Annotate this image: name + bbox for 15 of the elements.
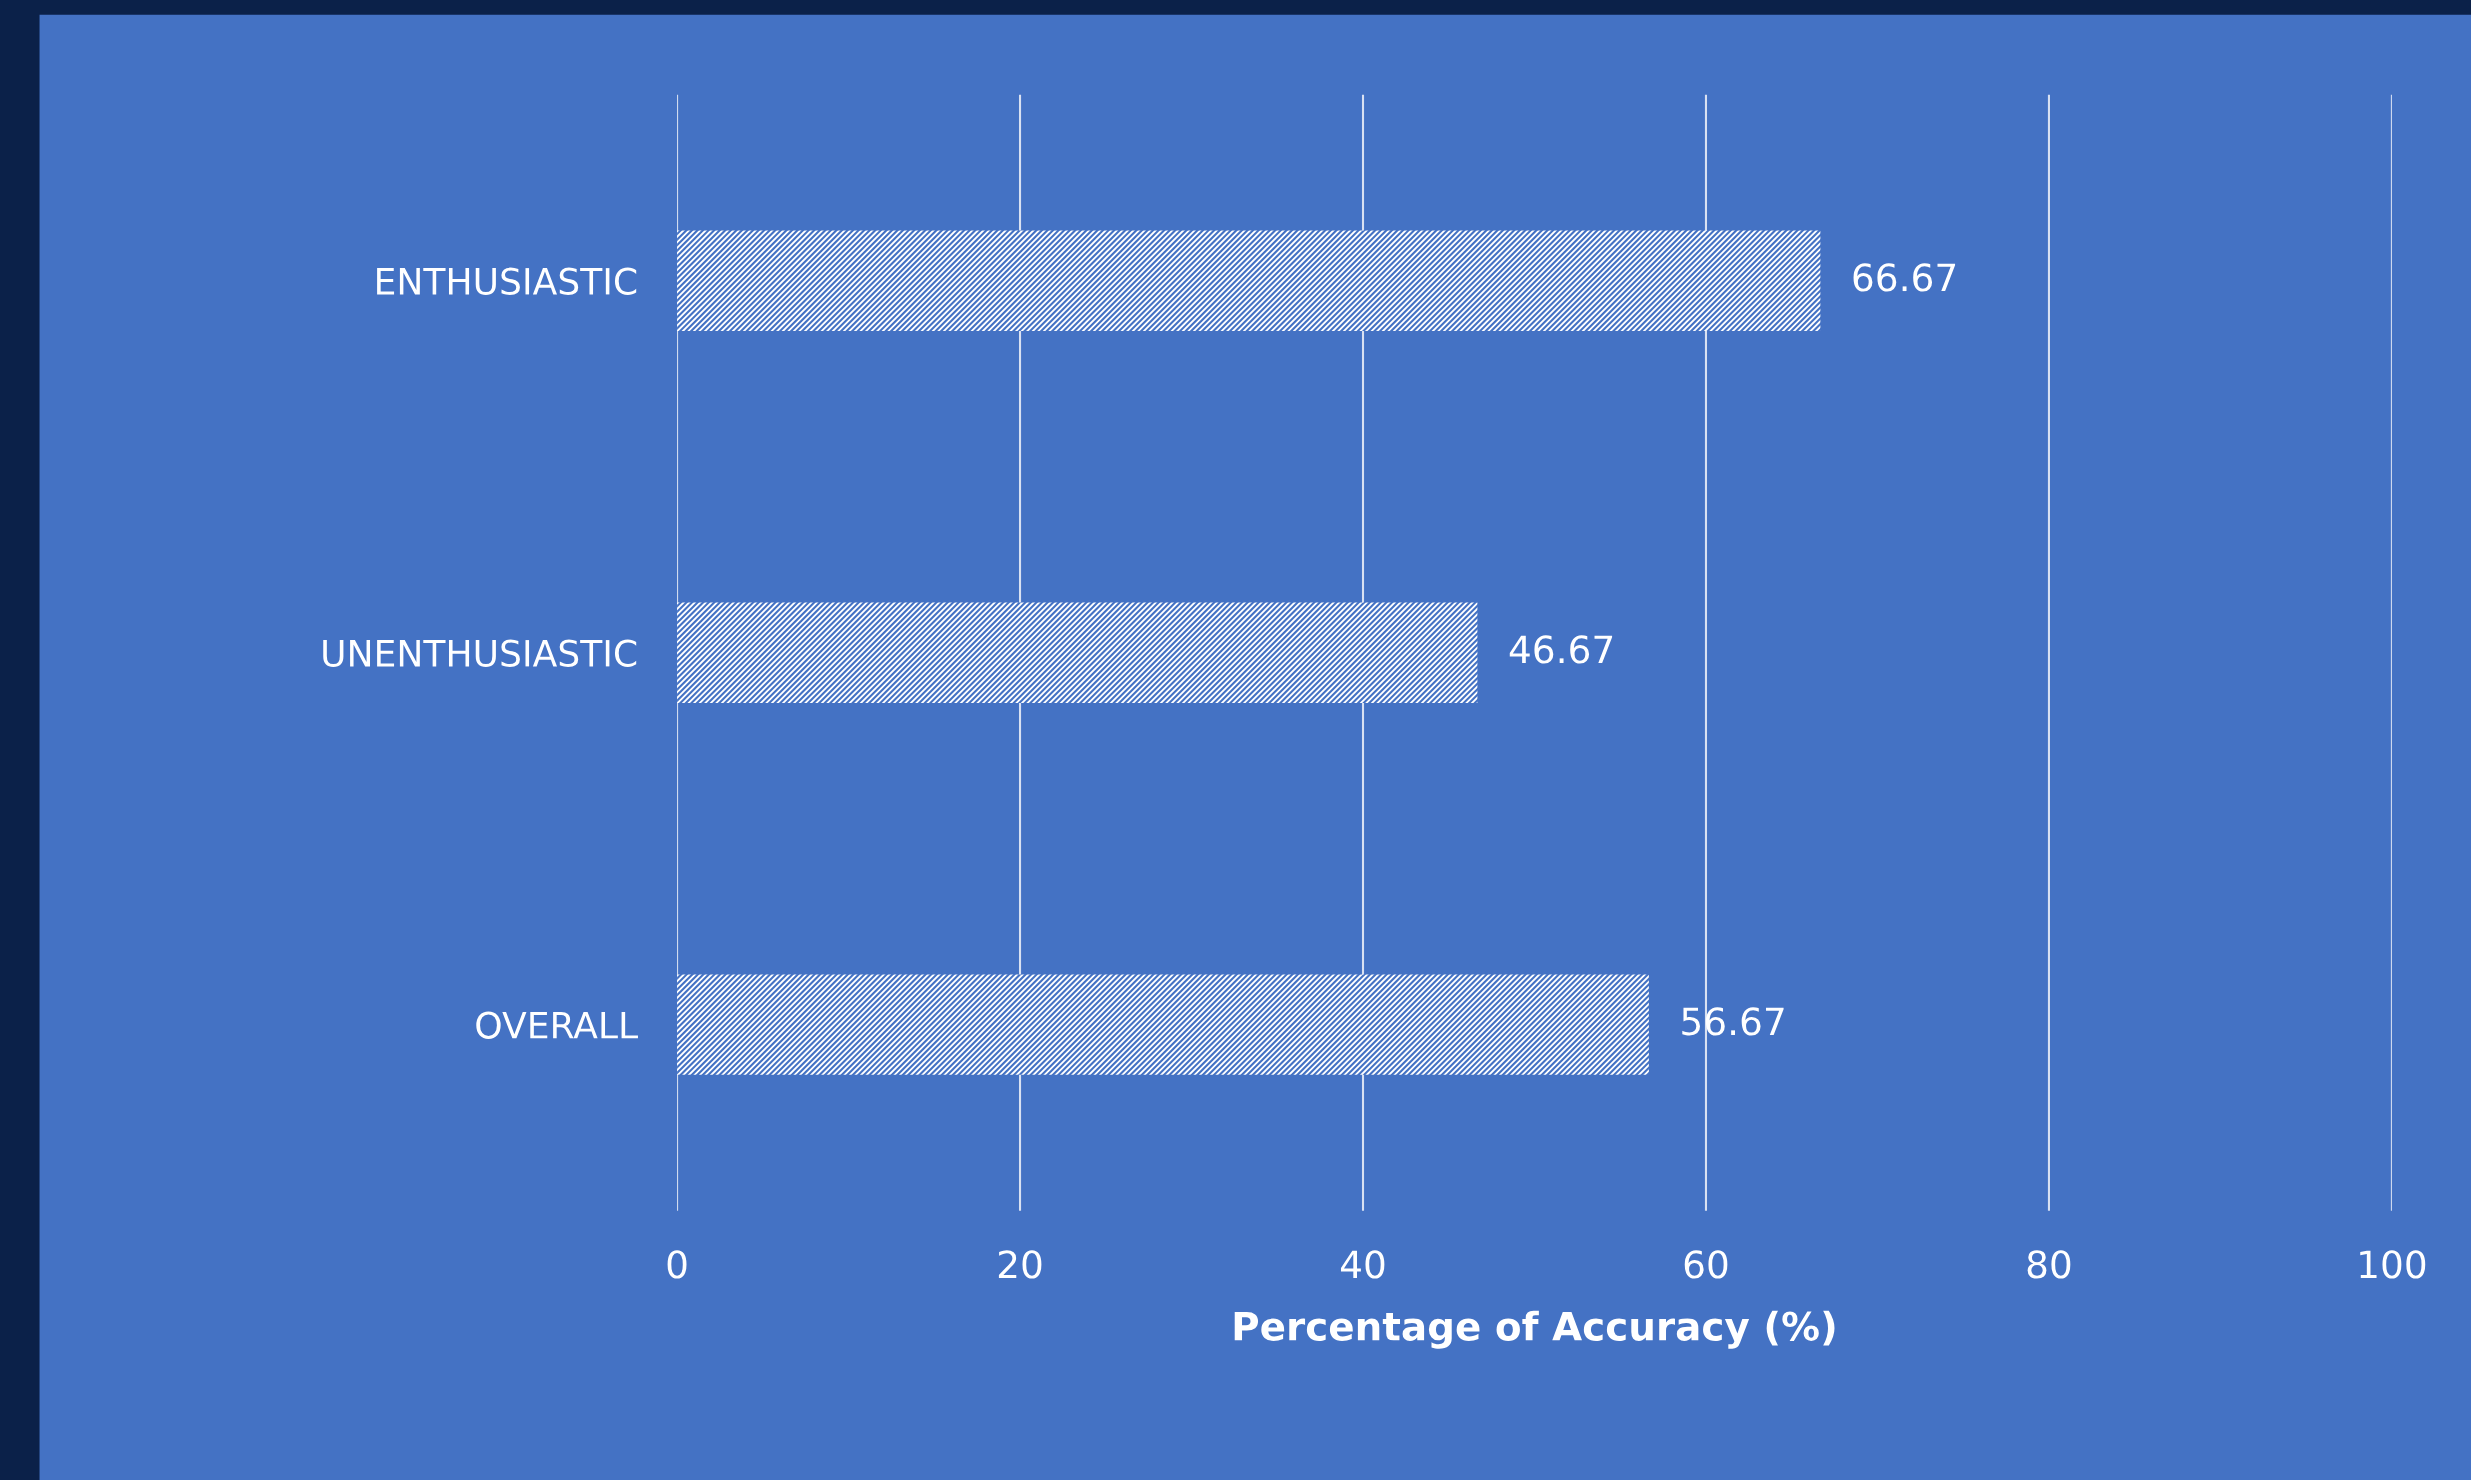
y-tick-label: UNENTHUSIASTIC	[323, 639, 637, 667]
bar	[677, 230, 1821, 331]
x-tick-label: 80	[2027, 1250, 2071, 1279]
x-axis-title: Percentage of Accuracy (%)	[1234, 1310, 1835, 1349]
x-tick-label: 60	[1684, 1250, 1728, 1279]
x-tick-label: 20	[998, 1250, 1042, 1279]
data-label: 66.67	[1853, 263, 1956, 292]
x-tick-label: 0	[667, 1250, 687, 1279]
data-label: 46.67	[1509, 635, 1613, 664]
y-tick-label: OVERALL	[476, 1011, 638, 1039]
x-tick-label: 40	[1340, 1250, 1385, 1279]
x-tick-label: 100	[2360, 1250, 2426, 1279]
bar	[677, 602, 1478, 703]
y-tick-label: ENTHUSIASTIC	[377, 267, 637, 295]
bar	[677, 974, 1649, 1075]
